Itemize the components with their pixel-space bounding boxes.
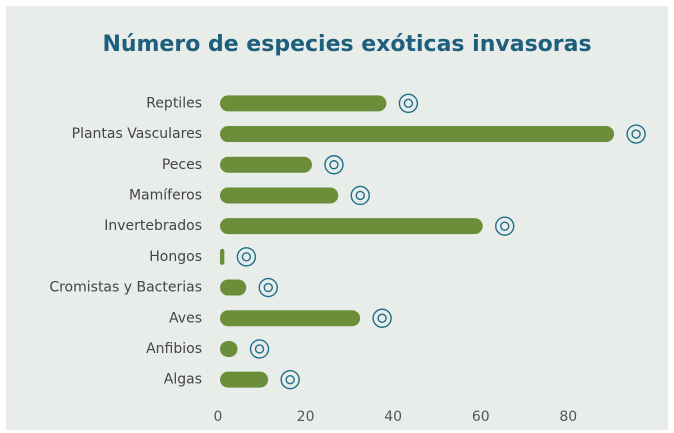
icon xyxy=(350,185,370,206)
bar xyxy=(220,156,312,173)
bar xyxy=(220,218,483,235)
icon xyxy=(254,344,265,354)
y-tick-label: Invertebrados xyxy=(104,218,202,234)
chart-title: Número de especies exóticas invasoras xyxy=(102,32,591,57)
bar xyxy=(220,340,238,357)
icon xyxy=(285,374,295,385)
y-tick-label: Reptiles xyxy=(146,95,202,111)
y-tick-label: Hongos xyxy=(149,249,202,265)
y-tick-label: Plantas Vasculares xyxy=(72,126,202,142)
icon xyxy=(258,277,278,298)
x-tick-label: 80 xyxy=(559,409,577,425)
y-tick-label: Aves xyxy=(169,310,202,326)
x-tick-label: 60 xyxy=(472,409,490,425)
icon xyxy=(403,98,414,109)
icon xyxy=(631,129,641,139)
background xyxy=(6,6,668,430)
icon xyxy=(495,216,515,236)
icon xyxy=(324,155,344,175)
bar xyxy=(220,310,361,327)
bar xyxy=(220,248,225,265)
icon xyxy=(500,221,510,231)
icon xyxy=(398,93,419,114)
icon xyxy=(372,308,392,328)
y-tick-label: Peces xyxy=(162,157,202,173)
bar xyxy=(220,126,615,143)
icon xyxy=(241,252,252,262)
y-tick-label: Mamíferos xyxy=(129,187,202,203)
icon xyxy=(263,282,273,293)
icon xyxy=(626,124,646,144)
bar xyxy=(220,371,269,388)
y-tick-label: Cromistas y Bacterias xyxy=(49,280,202,296)
icon xyxy=(236,247,257,267)
bar xyxy=(220,187,339,204)
icon xyxy=(329,160,339,170)
icon xyxy=(280,369,300,390)
icon xyxy=(249,339,270,359)
x-tick-label: 0 xyxy=(214,409,223,425)
x-tick-label: 20 xyxy=(297,409,315,425)
icon xyxy=(355,190,365,201)
bar xyxy=(220,279,247,296)
y-tick-label: Algas xyxy=(164,372,202,388)
bar xyxy=(220,95,387,112)
x-tick-label: 40 xyxy=(384,409,402,425)
y-tick-label: Anfibios xyxy=(146,341,202,357)
icon xyxy=(377,313,387,323)
